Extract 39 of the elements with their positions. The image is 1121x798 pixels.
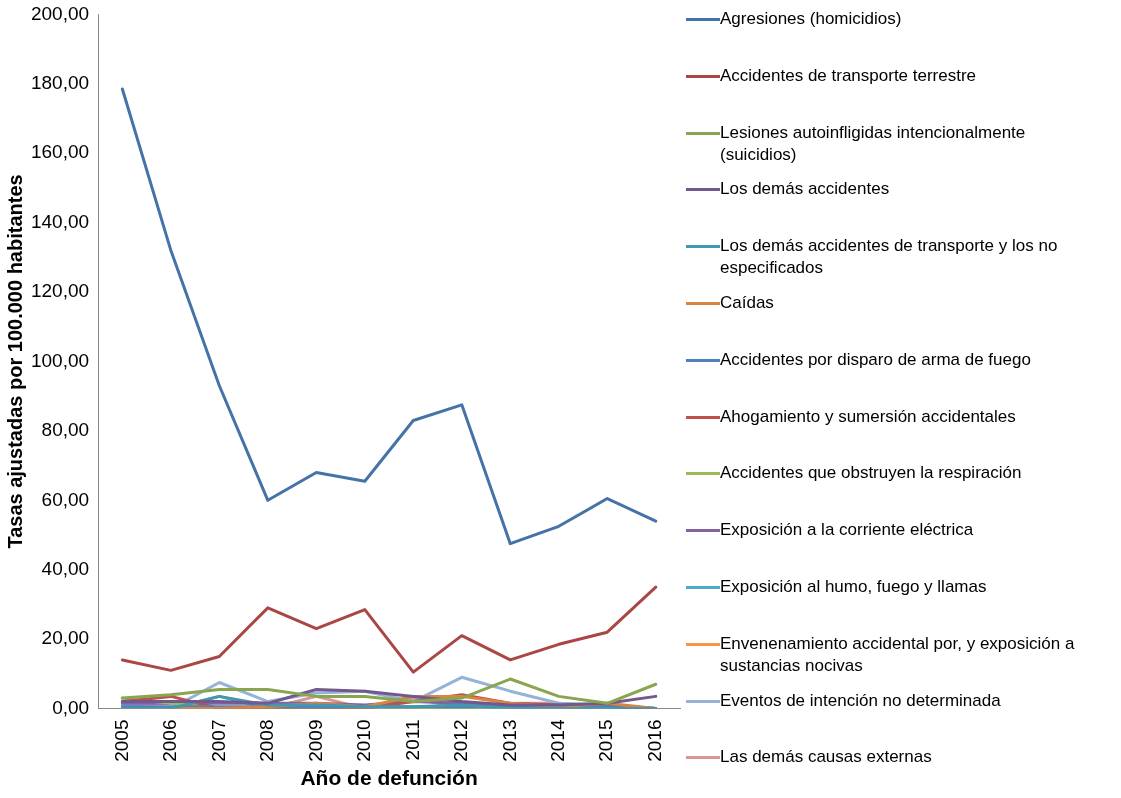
legend-label: Los demás accidentes de transporte y los no especificados [720,235,1059,280]
legend-label: Exposición a la corriente eléctrica [720,519,975,542]
legend-label: Accidentes de transporte terrestre [720,64,978,87]
legend-label: Lesiones autoinfligidas intencionalmente (suicidios) [720,121,1027,166]
legend-label: Envenenamiento accidental por, y exposición a sustancias nocivas [720,632,1076,677]
x-tick-label: 2005 [110,719,132,762]
y-axis-title: Tasas ajustadas por 100.000 habitantes [3,174,26,549]
y-tick-label: 160,00 [30,141,90,163]
legend-label: Caídas [720,292,775,314]
legend-label: Eventos de intención no determinada [720,689,1002,712]
y-tick-label: 80,00 [41,419,90,441]
legend-label: Las demás causas externas [720,746,933,769]
legend-label: Ahogamiento y sumersión accidentales [720,405,1017,428]
x-axis-title: Año de defunción [300,766,478,790]
y-tick-label: 60,00 [41,488,90,510]
y-tick-label: 100,00 [30,349,90,371]
legend-label: Los demás accidentes [720,178,891,201]
x-tick-label: 2006 [159,719,181,762]
x-tick-label: 2016 [643,719,665,762]
x-tick-label: 2014 [547,719,569,762]
x-tick-label: 2012 [450,719,472,762]
y-tick-label: 180,00 [30,72,90,94]
x-tick-label: 2011 [401,719,423,761]
legend-label: Accidentes que obstruyen la respiración [720,462,1023,485]
legend-label: Accidentes por disparo de arma de fuego [720,348,1032,371]
x-tick-label: 2009 [304,719,326,762]
x-tick-label: 2008 [256,719,278,762]
x-tick-label: 2010 [353,719,375,762]
y-tick-label: 40,00 [41,557,90,579]
y-tick-label: 140,00 [30,210,90,232]
x-tick-label: 2015 [595,719,617,762]
y-tick-label: 120,00 [30,280,90,302]
y-tick-label: 0,00 [52,696,90,718]
legend-label: Exposición al humo, fuego y llamas [720,576,988,598]
legend-label: Agresiones (homicidios) [720,8,903,30]
y-tick-label: 20,00 [41,627,90,649]
x-tick-label: 2007 [207,719,229,762]
y-tick-label: 200,00 [30,2,90,24]
x-tick-label: 2013 [498,719,520,762]
